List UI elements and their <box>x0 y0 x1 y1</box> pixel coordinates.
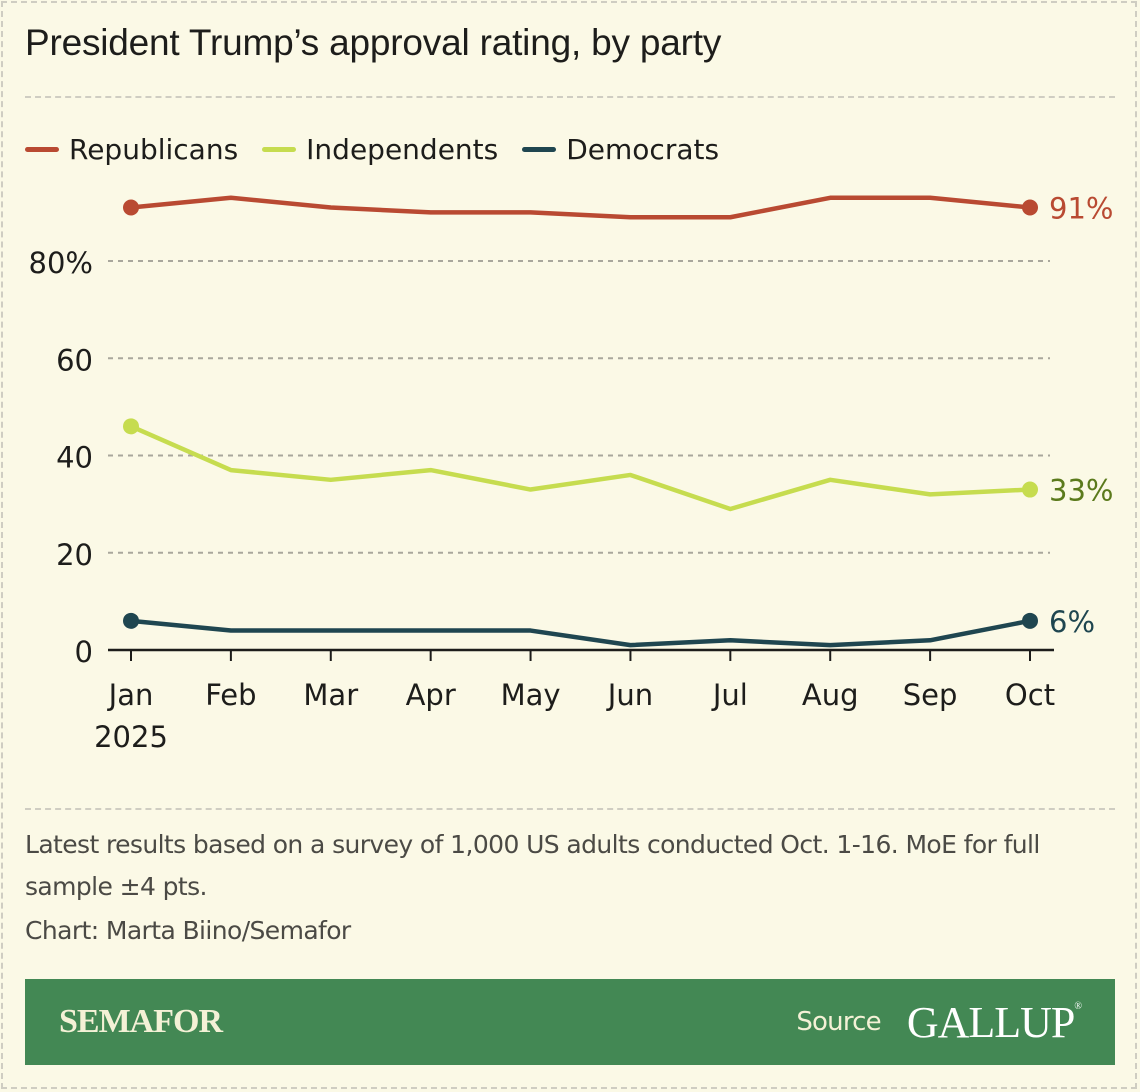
legend-label-republicans: Republicans <box>69 133 239 166</box>
x-tick-sublabel: 2025 <box>94 720 168 754</box>
x-tick-label: Sep <box>903 678 958 712</box>
brand-logo: SEMAFOR <box>59 1003 223 1040</box>
legend-swatch-republicans <box>25 147 59 152</box>
y-tick-label: 80% <box>29 246 93 280</box>
end-label-democrats: 6% <box>1049 605 1095 639</box>
title-divider <box>25 96 1115 98</box>
x-tick-label: Aug <box>802 678 859 712</box>
chart-credit: Chart: Marta Biino/Semafor <box>25 916 351 945</box>
line-chart: 0 20 40 60 80% Jan 2025 Feb Mar Apr May Jun Jul Aug S… <box>29 192 1114 754</box>
y-tick-label: 0 <box>75 635 93 669</box>
x-tick-label: Oct <box>1005 678 1055 712</box>
footer-divider <box>25 808 1115 810</box>
y-tick-label: 20 <box>56 538 93 572</box>
legend-label-democrats: Democrats <box>566 133 720 166</box>
source-logo: GALLUP® <box>906 997 1082 1048</box>
legend-label-independents: Independents <box>306 133 499 166</box>
x-tick-label: Apr <box>406 678 456 712</box>
end-label-independents: 33% <box>1049 474 1113 508</box>
legend-item-democrats: Democrats <box>522 133 719 166</box>
series-line-republicans <box>128 195 1033 220</box>
registered-mark: ® <box>1074 1000 1082 1012</box>
x-tick-label: Jun <box>606 678 653 712</box>
y-tick-label: 40 <box>56 441 93 475</box>
legend-swatch-democrats <box>522 147 557 152</box>
gridlines <box>108 260 1050 554</box>
legend-item-republicans: Republicans <box>25 133 238 166</box>
chart-title: President Trump’s approval rating, by pa… <box>25 22 722 63</box>
end-label-republicans: 91% <box>1049 192 1113 226</box>
y-axis-ticks: 0 20 40 60 80% <box>29 246 93 669</box>
x-tick-label: May <box>501 678 561 712</box>
legend-item-independents: Independents <box>262 133 498 166</box>
source-label: Source <box>796 1007 881 1037</box>
y-tick-label: 60 <box>56 343 93 377</box>
data-point-democrats <box>1022 612 1038 629</box>
series-line-independents <box>128 424 1033 512</box>
data-point-republicans <box>1022 199 1038 216</box>
data-point-independents <box>1022 481 1038 498</box>
x-tick-label: Feb <box>205 678 256 712</box>
footer-banner: SEMAFOR Source GALLUP® <box>25 979 1115 1065</box>
x-axis: Jan 2025 Feb Mar Apr May Jun Jul Aug Sep Oct <box>94 648 1055 754</box>
data-point-independents <box>123 418 139 435</box>
x-tick-label: Mar <box>303 678 358 712</box>
series-lines <box>123 195 1038 648</box>
x-tick-label: Jul <box>711 678 748 712</box>
data-point-republicans <box>123 199 139 216</box>
legend-swatch-independents <box>262 147 297 152</box>
source: Source GALLUP® <box>796 997 1082 1048</box>
x-tick-label: Jan <box>107 678 154 712</box>
data-point-democrats <box>123 612 139 629</box>
footnote: Latest results based on a survey of 1,00… <box>25 830 1040 901</box>
series-line-democrats <box>128 618 1033 648</box>
source-name: GALLUP <box>906 997 1076 1047</box>
end-labels: 91% 33% 6% <box>1049 192 1113 639</box>
legend: Republicans Independents Democrats <box>25 133 743 166</box>
